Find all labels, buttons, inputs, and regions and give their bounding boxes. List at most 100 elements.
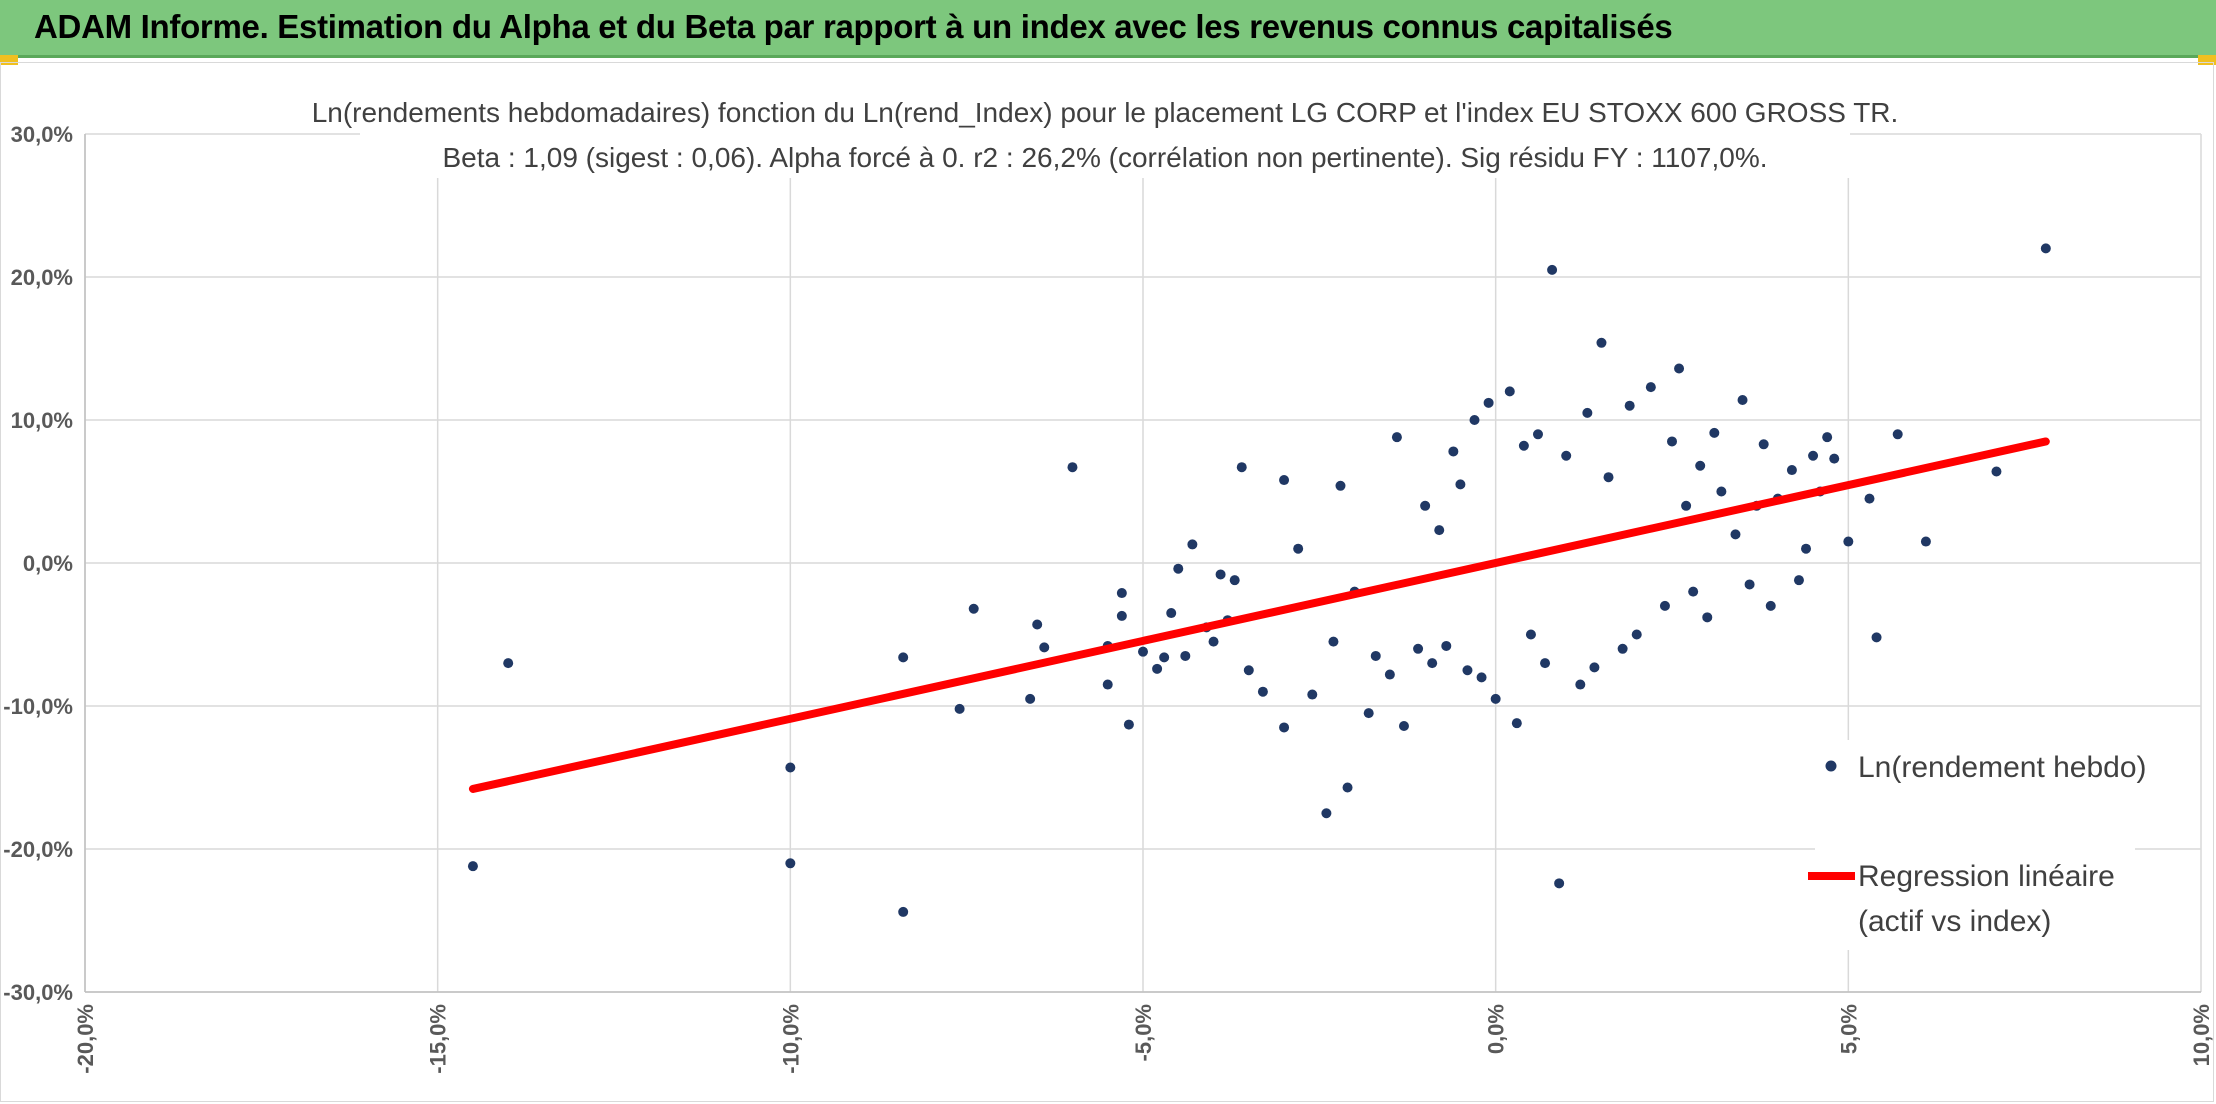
y-tick-label: 30,0% bbox=[11, 122, 73, 147]
y-tick-label: -20,0% bbox=[3, 837, 73, 862]
data-point bbox=[1843, 536, 1854, 547]
data-point bbox=[1667, 436, 1677, 447]
data-point bbox=[898, 906, 909, 917]
data-point bbox=[785, 762, 796, 773]
legend: Ln(rendement hebdo) Regression linéaire … bbox=[1808, 740, 2147, 950]
data-point bbox=[1920, 536, 1931, 547]
x-tick-label: -10,0% bbox=[778, 1004, 803, 1074]
data-point bbox=[1391, 432, 1402, 443]
data-point bbox=[1420, 500, 1431, 511]
data-point bbox=[1152, 663, 1163, 674]
x-tick-label: -20,0% bbox=[73, 1004, 98, 1074]
report-title: ADAM Informe. Estimation du Alpha et du … bbox=[34, 8, 1673, 45]
data-point bbox=[1829, 453, 1840, 464]
data-point bbox=[2040, 243, 2051, 254]
data-point bbox=[1427, 658, 1438, 669]
data-point bbox=[1808, 450, 1819, 461]
data-point bbox=[1067, 462, 1078, 473]
data-point bbox=[1631, 629, 1642, 640]
scatter-points bbox=[467, 243, 2051, 917]
data-point bbox=[1525, 629, 1536, 640]
data-point bbox=[1116, 588, 1127, 599]
chart-subtitle: Beta : 1,09 (sigest : 0,06). Alpha forcé… bbox=[442, 142, 1767, 173]
chart-title: Ln(rendements hebdomadaires) fonction du… bbox=[312, 97, 1899, 128]
legend-label-line: Regression linéaire bbox=[1858, 860, 2115, 893]
data-point bbox=[1617, 643, 1628, 654]
y-tick-label: -10,0% bbox=[3, 694, 73, 719]
legend-marker-points bbox=[1825, 760, 1837, 772]
data-point bbox=[1547, 264, 1558, 275]
data-point bbox=[1455, 479, 1466, 490]
data-point bbox=[1793, 575, 1804, 586]
x-tick-label: -5,0% bbox=[1131, 1004, 1156, 1061]
data-point bbox=[1413, 643, 1424, 654]
data-point bbox=[1476, 672, 1487, 683]
data-point bbox=[1561, 450, 1572, 461]
data-point bbox=[1116, 610, 1127, 621]
data-point bbox=[898, 652, 909, 663]
gridlines bbox=[84, 133, 2202, 993]
data-point bbox=[1786, 465, 1797, 476]
data-point bbox=[1138, 646, 1148, 657]
data-point bbox=[1173, 563, 1184, 574]
data-point bbox=[1596, 337, 1607, 348]
data-point bbox=[785, 858, 796, 869]
data-point bbox=[1504, 386, 1515, 397]
data-point bbox=[1307, 689, 1318, 700]
data-point bbox=[1864, 493, 1875, 504]
data-point bbox=[1257, 686, 1268, 697]
data-point bbox=[1293, 543, 1304, 554]
data-point bbox=[1039, 642, 1050, 653]
data-point bbox=[1681, 500, 1692, 511]
y-tick-label: 20,0% bbox=[11, 265, 73, 290]
data-point bbox=[503, 658, 514, 669]
data-point bbox=[1342, 782, 1353, 793]
data-point bbox=[1737, 394, 1748, 405]
data-point bbox=[1462, 665, 1473, 676]
corner-marker-right bbox=[2198, 55, 2216, 65]
data-point bbox=[1801, 543, 1812, 554]
legend-label-points: Ln(rendement hebdo) bbox=[1858, 751, 2147, 784]
data-point bbox=[1032, 619, 1043, 630]
data-point bbox=[1582, 407, 1593, 418]
corner-marker-left bbox=[0, 55, 18, 65]
data-point bbox=[1102, 679, 1113, 690]
data-point bbox=[1370, 650, 1381, 661]
data-point bbox=[954, 703, 965, 714]
data-point bbox=[1624, 400, 1635, 411]
data-point bbox=[1688, 586, 1699, 597]
data-point bbox=[1321, 808, 1332, 819]
y-axis-ticks: 30,0% 20,0% 10,0% 0,0% -10,0% -20,0% -30,0% bbox=[3, 122, 73, 1005]
data-point bbox=[1540, 658, 1551, 669]
data-point bbox=[1279, 475, 1290, 486]
data-point bbox=[1490, 693, 1501, 704]
report-header: ADAM Informe. Estimation du Alpha et du … bbox=[0, 0, 2216, 58]
data-point bbox=[1871, 632, 1882, 643]
y-tick-label: -30,0% bbox=[3, 980, 73, 1005]
data-point bbox=[1448, 446, 1459, 457]
x-tick-label: 0,0% bbox=[1484, 1004, 1509, 1054]
data-point bbox=[1532, 429, 1543, 440]
data-point bbox=[1441, 640, 1452, 651]
data-point bbox=[1589, 662, 1600, 673]
title-background bbox=[360, 88, 1850, 178]
data-point bbox=[1674, 363, 1685, 374]
data-point bbox=[1603, 472, 1614, 483]
data-point bbox=[1166, 608, 1177, 619]
data-point bbox=[1243, 665, 1254, 676]
data-point bbox=[1991, 466, 2002, 477]
data-point bbox=[1518, 440, 1529, 451]
data-point bbox=[1434, 525, 1445, 536]
data-point bbox=[1511, 718, 1522, 729]
data-point bbox=[1758, 439, 1769, 450]
data-point bbox=[1659, 600, 1670, 611]
data-point bbox=[1236, 462, 1247, 473]
data-point bbox=[1398, 721, 1409, 732]
data-point bbox=[1730, 529, 1741, 540]
data-point bbox=[1025, 693, 1036, 704]
data-point bbox=[1180, 650, 1191, 661]
data-point bbox=[1335, 480, 1346, 491]
regression-line-segment bbox=[468, 437, 2050, 793]
data-point bbox=[1483, 397, 1494, 408]
data-point bbox=[1575, 679, 1586, 690]
